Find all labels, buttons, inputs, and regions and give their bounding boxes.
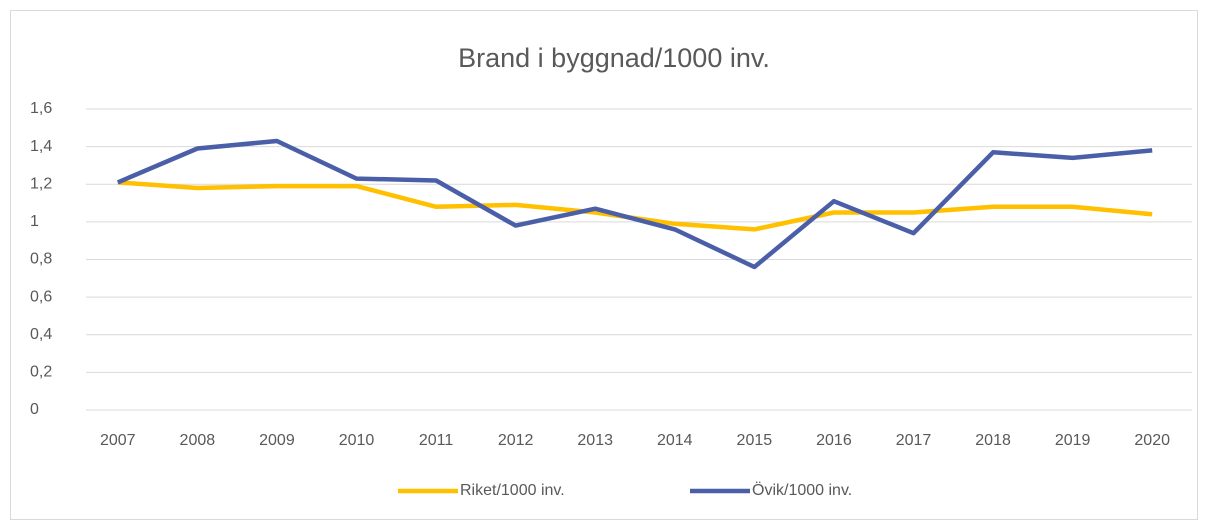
x-tick-label: 2018 [975,432,1011,449]
x-tick-label: 2015 [737,432,773,449]
series-line [116,138,1153,270]
legend-label: Riket/1000 inv. [460,482,565,499]
x-tick-label: 2007 [100,432,136,449]
x-tick-label: 2008 [180,432,216,449]
y-tick-label: 1,4 [30,138,52,155]
legend-label: Övik/1000 inv. [752,481,852,499]
x-tick-label: 2017 [896,432,932,449]
x-tick-label: 2014 [657,432,693,449]
y-tick-label: 1,6 [30,100,52,117]
x-tick-label: 2009 [259,432,295,449]
x-tick-label: 2016 [816,432,852,449]
y-tick-label: 0,2 [30,364,52,381]
x-tick-label: 2020 [1134,432,1170,449]
x-tick-label: 2013 [577,432,613,449]
chart-frame [10,10,1198,520]
x-tick-label: 2010 [339,432,375,449]
x-tick-label: 2019 [1055,432,1091,449]
y-tick-label: 1,2 [30,175,52,192]
y-tick-label: 0,6 [30,288,52,305]
y-tick-label: 0,4 [30,326,52,343]
y-tick-label: 1 [30,213,39,230]
chart-title: Brand i byggnad/1000 inv. [458,43,770,73]
x-tick-label: 2012 [498,432,534,449]
y-tick-label: 0,8 [30,251,52,268]
x-tick-label: 2011 [419,432,454,449]
y-tick-label: 0 [30,401,39,418]
